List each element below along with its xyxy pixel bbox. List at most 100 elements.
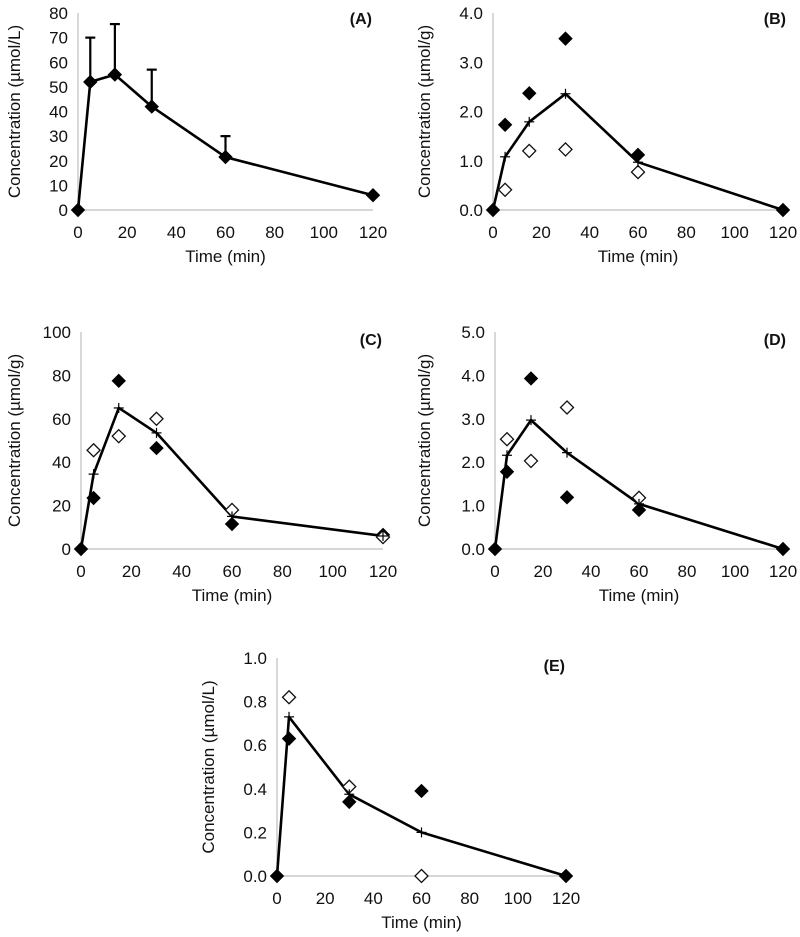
x-tick-label: 20 <box>122 562 141 581</box>
data-point-cross <box>416 827 427 838</box>
y-tick-label: 2.0 <box>461 453 485 472</box>
data-point-cross <box>562 447 572 458</box>
data-point-filled-diamond <box>218 149 233 165</box>
data-point-filled-diamond <box>73 541 89 557</box>
y-tick-label: 40 <box>52 453 71 472</box>
x-tick-label: 120 <box>769 223 797 242</box>
y-axis-title: Concentration (µmol/L) <box>199 680 218 853</box>
x-axis-title: Time (min) <box>185 247 266 266</box>
y-tick-label: 3.0 <box>459 53 483 72</box>
x-axis-title: Time (min) <box>381 913 462 932</box>
data-point-cross <box>502 450 512 461</box>
x-tick-label: 40 <box>172 562 191 581</box>
x-tick-label: 40 <box>364 889 383 908</box>
x-tick-label: 0 <box>76 562 85 581</box>
y-tick-label: 100 <box>43 323 71 342</box>
panel-label: (D) <box>764 332 786 349</box>
data-point-filled-diamond <box>775 202 791 218</box>
x-tick-label: 100 <box>720 223 748 242</box>
x-tick-label: 120 <box>552 889 580 908</box>
y-tick-label: 0.4 <box>243 780 267 799</box>
data-point-open-diamond <box>414 868 429 884</box>
data-point-cross <box>378 530 388 541</box>
x-tick-label: 60 <box>412 889 431 908</box>
data-point-filled-diamond <box>558 31 573 46</box>
y-tick-label: 0 <box>59 201 68 220</box>
y-tick-label: 3.0 <box>461 410 485 429</box>
panel-label: (E) <box>544 658 565 675</box>
data-point-filled-diamond <box>497 117 513 133</box>
x-tick-label: 120 <box>359 223 387 242</box>
data-point-filled-diamond <box>522 86 537 101</box>
data-point-filled-diamond <box>70 202 86 218</box>
y-tick-label: 80 <box>49 4 68 23</box>
data-point-cross <box>634 498 644 509</box>
y-tick-label: 0.2 <box>243 823 267 842</box>
y-tick-label: 1.0 <box>459 152 483 171</box>
y-axis-title: Concentration (µmol/g) <box>5 354 24 527</box>
y-tick-label: 30 <box>49 127 68 146</box>
data-point-cross <box>633 157 643 168</box>
data-point-cross <box>88 469 99 480</box>
y-tick-label: 10 <box>49 176 68 195</box>
data-point-open-diamond <box>523 453 539 469</box>
x-tick-label: 80 <box>265 223 284 242</box>
y-tick-label: 1.0 <box>243 649 267 668</box>
data-point-filled-diamond <box>281 731 297 746</box>
data-point-filled-diamond <box>487 541 503 557</box>
chart-panel-a: 0 10 20 30 40 50 60 70 80 0 20 40 60 80 100 120 Time (mi… <box>5 4 387 266</box>
data-point-cross <box>227 511 237 522</box>
chart-panel-b: 0.0 1.0 2.0 3.0 4.0 0 20 40 60 80 100 120 Time (min)… <box>415 4 797 266</box>
data-point-open-diamond <box>111 428 127 444</box>
x-tick-label: 100 <box>310 223 338 242</box>
y-tick-label: 60 <box>49 53 68 72</box>
data-point-cross <box>524 116 535 127</box>
x-axis-title: Time (min) <box>192 586 273 605</box>
x-tick-label: 0 <box>490 562 499 581</box>
x-tick-label: 60 <box>216 223 235 242</box>
data-point-cross <box>284 711 295 722</box>
chart-panel-c: 0 20 40 60 80 100 0 20 40 60 80 100 120 Time (min) Con… <box>5 323 397 605</box>
x-tick-label: 20 <box>118 223 137 242</box>
x-tick-label: 80 <box>460 889 479 908</box>
y-tick-label: 80 <box>52 366 71 385</box>
data-point-open-diamond <box>149 411 164 427</box>
y-tick-label: 50 <box>49 78 68 97</box>
data-point-filled-diamond <box>144 99 159 114</box>
data-point-filled-diamond <box>224 516 240 532</box>
panel-label: (B) <box>764 11 786 28</box>
x-tick-label: 120 <box>769 562 797 581</box>
data-point-cross <box>113 402 124 413</box>
y-tick-label: 20 <box>52 497 71 516</box>
series-line-mean <box>76 73 374 211</box>
y-tick-label: 60 <box>52 410 71 429</box>
y-tick-label: 20 <box>49 152 68 171</box>
data-point-open-diamond <box>86 442 102 458</box>
data-point-filled-diamond <box>523 371 539 386</box>
data-point-filled-diamond <box>365 188 381 203</box>
x-tick-label: 80 <box>273 562 292 581</box>
y-tick-label: 5.0 <box>461 323 485 342</box>
y-axis-title: Concentration (µmol/g) <box>415 25 434 198</box>
data-point-filled-diamond <box>86 490 101 506</box>
x-tick-label: 40 <box>582 562 601 581</box>
y-tick-label: 0.0 <box>243 867 267 886</box>
panel-label: (C) <box>360 332 382 349</box>
y-tick-label: 0.0 <box>459 201 483 220</box>
x-axis-title: Time (min) <box>599 586 680 605</box>
data-point-filled-diamond <box>775 541 791 557</box>
x-tick-label: 80 <box>678 562 697 581</box>
series-line-mean <box>491 92 784 212</box>
series-line-mean <box>79 406 384 550</box>
y-tick-label: 40 <box>49 103 68 122</box>
data-point-open-diamond <box>559 400 575 415</box>
data-point-cross <box>500 151 511 162</box>
x-tick-label: 20 <box>532 223 551 242</box>
x-tick-label: 80 <box>677 223 696 242</box>
x-tick-label: 0 <box>488 223 497 242</box>
x-tick-label: 60 <box>630 562 649 581</box>
x-tick-label: 0 <box>73 223 82 242</box>
data-point-filled-diamond <box>414 783 429 799</box>
data-point-open-diamond <box>558 142 573 157</box>
data-point-filled-diamond <box>149 440 164 456</box>
